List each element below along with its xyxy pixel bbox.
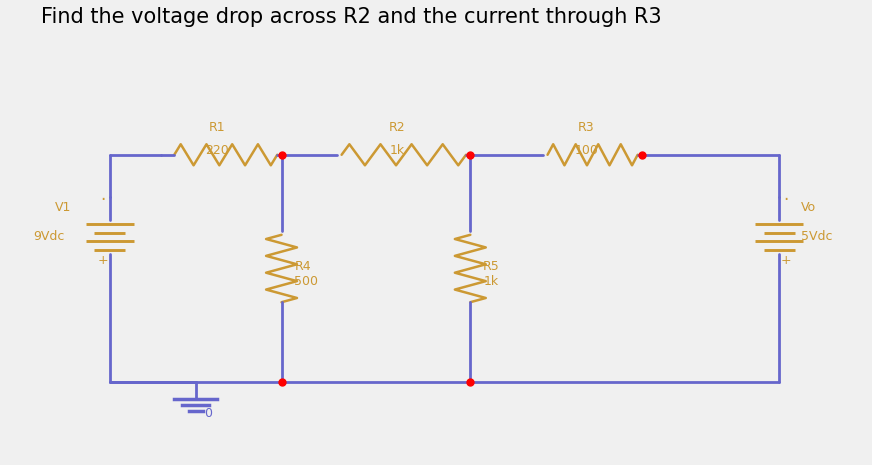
- Text: R5: R5: [483, 260, 500, 273]
- Text: Vo: Vo: [800, 201, 816, 214]
- Text: 5Vdc: 5Vdc: [800, 231, 832, 243]
- Text: ·: ·: [783, 191, 789, 209]
- Text: R4: R4: [295, 260, 311, 273]
- Text: 220: 220: [205, 144, 229, 157]
- Text: 9Vdc: 9Vdc: [33, 231, 65, 243]
- Text: 1k: 1k: [483, 275, 498, 288]
- Text: 0: 0: [204, 407, 212, 420]
- Text: R1: R1: [209, 121, 226, 134]
- Text: 500: 500: [295, 275, 318, 288]
- Text: R3: R3: [578, 121, 595, 134]
- Text: +: +: [98, 254, 108, 267]
- Text: 100: 100: [575, 144, 598, 157]
- Text: R2: R2: [389, 121, 405, 134]
- Text: 1k: 1k: [390, 144, 405, 157]
- Text: Find the voltage drop across R2 and the current through R3: Find the voltage drop across R2 and the …: [41, 7, 662, 27]
- Text: +: +: [780, 254, 792, 267]
- Text: V1: V1: [55, 201, 72, 214]
- Text: ·: ·: [100, 191, 106, 209]
